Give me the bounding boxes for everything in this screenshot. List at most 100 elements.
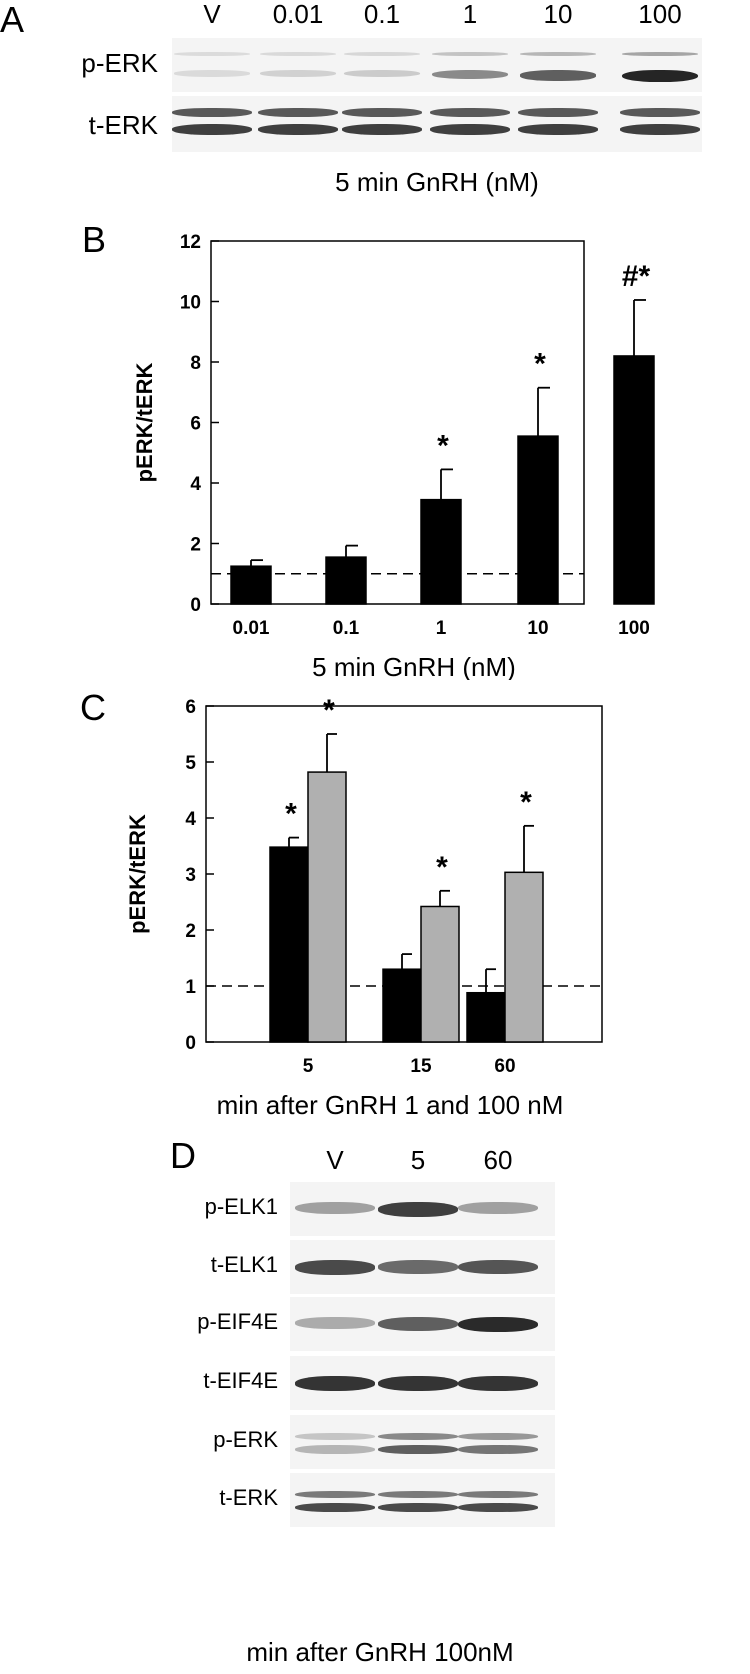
blot-band bbox=[458, 1202, 538, 1215]
perk-band bbox=[260, 70, 336, 77]
significance-marker: * bbox=[436, 851, 448, 884]
significance-marker: * bbox=[437, 429, 449, 462]
y-axis-label: pERK/tERK bbox=[132, 363, 157, 483]
panel-d-letter: D bbox=[170, 1135, 196, 1176]
perk-upper-band bbox=[260, 52, 336, 56]
panel-d-row-label: t-ELK1 bbox=[210, 1252, 278, 1277]
x-tick-label: 0.01 bbox=[233, 618, 270, 639]
y-tick-label: 12 bbox=[180, 232, 201, 253]
y-tick-label: 3 bbox=[185, 865, 196, 886]
perk-upper-band bbox=[622, 52, 698, 56]
panel-d-blot-strip bbox=[290, 1473, 555, 1527]
panel-a-row-label-perk: p-ERK bbox=[81, 48, 158, 78]
terk-upper-band bbox=[258, 108, 338, 117]
bar bbox=[504, 871, 544, 1043]
y-tick-label: 2 bbox=[185, 921, 196, 942]
panel-d-row-label: t-ERK bbox=[219, 1485, 278, 1510]
y-tick-label: 4 bbox=[190, 474, 201, 495]
panel-c-letter: C bbox=[80, 687, 106, 728]
blot-band-lower bbox=[295, 1445, 375, 1454]
blot-band bbox=[295, 1260, 375, 1275]
panel-d-blot-strip bbox=[290, 1415, 555, 1469]
panel-d-blot-strip bbox=[290, 1356, 555, 1410]
terk-lower-band bbox=[342, 124, 422, 135]
panel-b-letter: B bbox=[82, 219, 107, 260]
y-axis-label: pERK/tERK bbox=[125, 814, 150, 934]
x-tick-label: 60 bbox=[494, 1056, 515, 1077]
panel-a-row-label-terk: t-ERK bbox=[88, 110, 158, 140]
bar bbox=[230, 565, 272, 605]
blot-band-upper bbox=[378, 1433, 458, 1440]
y-tick-label: 2 bbox=[190, 535, 201, 556]
blot-band-lower bbox=[458, 1445, 538, 1454]
blot-band-upper bbox=[458, 1491, 538, 1498]
x-axis-label: min after GnRH 1 and 100 nM bbox=[217, 1090, 564, 1120]
bar bbox=[269, 846, 309, 1043]
significance-marker: * bbox=[534, 348, 546, 381]
terk-upper-band bbox=[620, 108, 700, 117]
panel-a-terk-blot bbox=[172, 96, 702, 152]
y-tick-label: 1 bbox=[185, 977, 196, 998]
perk-band bbox=[622, 70, 698, 83]
panel-a-lane-label: 1 bbox=[462, 0, 478, 29]
panel-b-chart: 0 2 4 6 8 10 12 0.01 0.1 * 1 * 10 #* 100 pERK/tERK 5 min… bbox=[132, 232, 655, 680]
panel-d-lane-label: 60 bbox=[483, 1145, 513, 1175]
significance-marker: * bbox=[323, 694, 335, 727]
panel-a-lane-label: V bbox=[203, 0, 221, 29]
perk-band bbox=[344, 70, 420, 78]
terk-lower-band bbox=[620, 124, 700, 135]
blot-band bbox=[378, 1376, 458, 1392]
panel-d-caption: min after GnRH 100nM bbox=[246, 1637, 514, 1667]
bar bbox=[420, 905, 460, 1043]
blot-band-upper bbox=[458, 1433, 538, 1440]
y-tick-label: 0 bbox=[185, 1033, 196, 1054]
terk-upper-band bbox=[172, 108, 252, 117]
x-tick-label: 0.1 bbox=[333, 618, 360, 639]
perk-upper-band bbox=[520, 52, 596, 56]
perk-band bbox=[520, 70, 596, 81]
terk-upper-band bbox=[430, 108, 510, 117]
panel-d-row-label: t-EIF4E bbox=[203, 1368, 278, 1393]
significance-marker: #* bbox=[622, 260, 651, 293]
perk-upper-band bbox=[432, 52, 508, 56]
perk-upper-band bbox=[344, 52, 420, 56]
terk-upper-band bbox=[518, 108, 598, 117]
x-axis-label: 5 min GnRH (nM) bbox=[312, 652, 516, 680]
y-tick-label: 10 bbox=[180, 293, 201, 314]
y-tick-label: 0 bbox=[190, 595, 201, 616]
blot-band bbox=[378, 1260, 458, 1274]
panel-d-row-label: p-ERK bbox=[213, 1427, 278, 1452]
terk-lower-band bbox=[518, 124, 598, 135]
y-tick-label: 4 bbox=[185, 809, 196, 830]
perk-band bbox=[432, 70, 508, 80]
panel-a-lane-label: 0.01 bbox=[272, 0, 324, 29]
y-tick-label: 8 bbox=[190, 353, 201, 374]
significance-marker: * bbox=[520, 786, 532, 819]
perk-band bbox=[174, 70, 250, 77]
panel-d-blot-strip bbox=[290, 1182, 555, 1236]
significance-marker: * bbox=[285, 798, 297, 831]
blot-band-upper bbox=[295, 1491, 375, 1498]
x-tick-label: 15 bbox=[410, 1056, 432, 1077]
blot-band-upper bbox=[378, 1491, 458, 1498]
bar bbox=[382, 968, 422, 1043]
blot-band bbox=[378, 1317, 458, 1331]
x-tick-label: 100 bbox=[618, 618, 650, 639]
panel-a-lane-label: 100 bbox=[638, 0, 682, 29]
x-tick-label: 1 bbox=[436, 618, 447, 639]
terk-lower-band bbox=[258, 124, 338, 135]
blot-band bbox=[295, 1202, 375, 1215]
panel-d-lane-label: 5 bbox=[410, 1145, 426, 1175]
blot-band bbox=[458, 1376, 538, 1392]
blot-band-lower bbox=[378, 1503, 458, 1512]
bar bbox=[420, 498, 462, 605]
panel-a-lane-label: 0.1 bbox=[363, 0, 401, 29]
panel-a-letter: A bbox=[0, 0, 25, 40]
terk-upper-band bbox=[342, 108, 422, 117]
blot-band bbox=[295, 1317, 375, 1329]
blot-band-upper bbox=[295, 1433, 375, 1440]
bar bbox=[325, 556, 367, 605]
blot-band-lower bbox=[378, 1445, 458, 1454]
panel-d-blot-strip bbox=[290, 1297, 555, 1351]
blot-band bbox=[378, 1202, 458, 1217]
